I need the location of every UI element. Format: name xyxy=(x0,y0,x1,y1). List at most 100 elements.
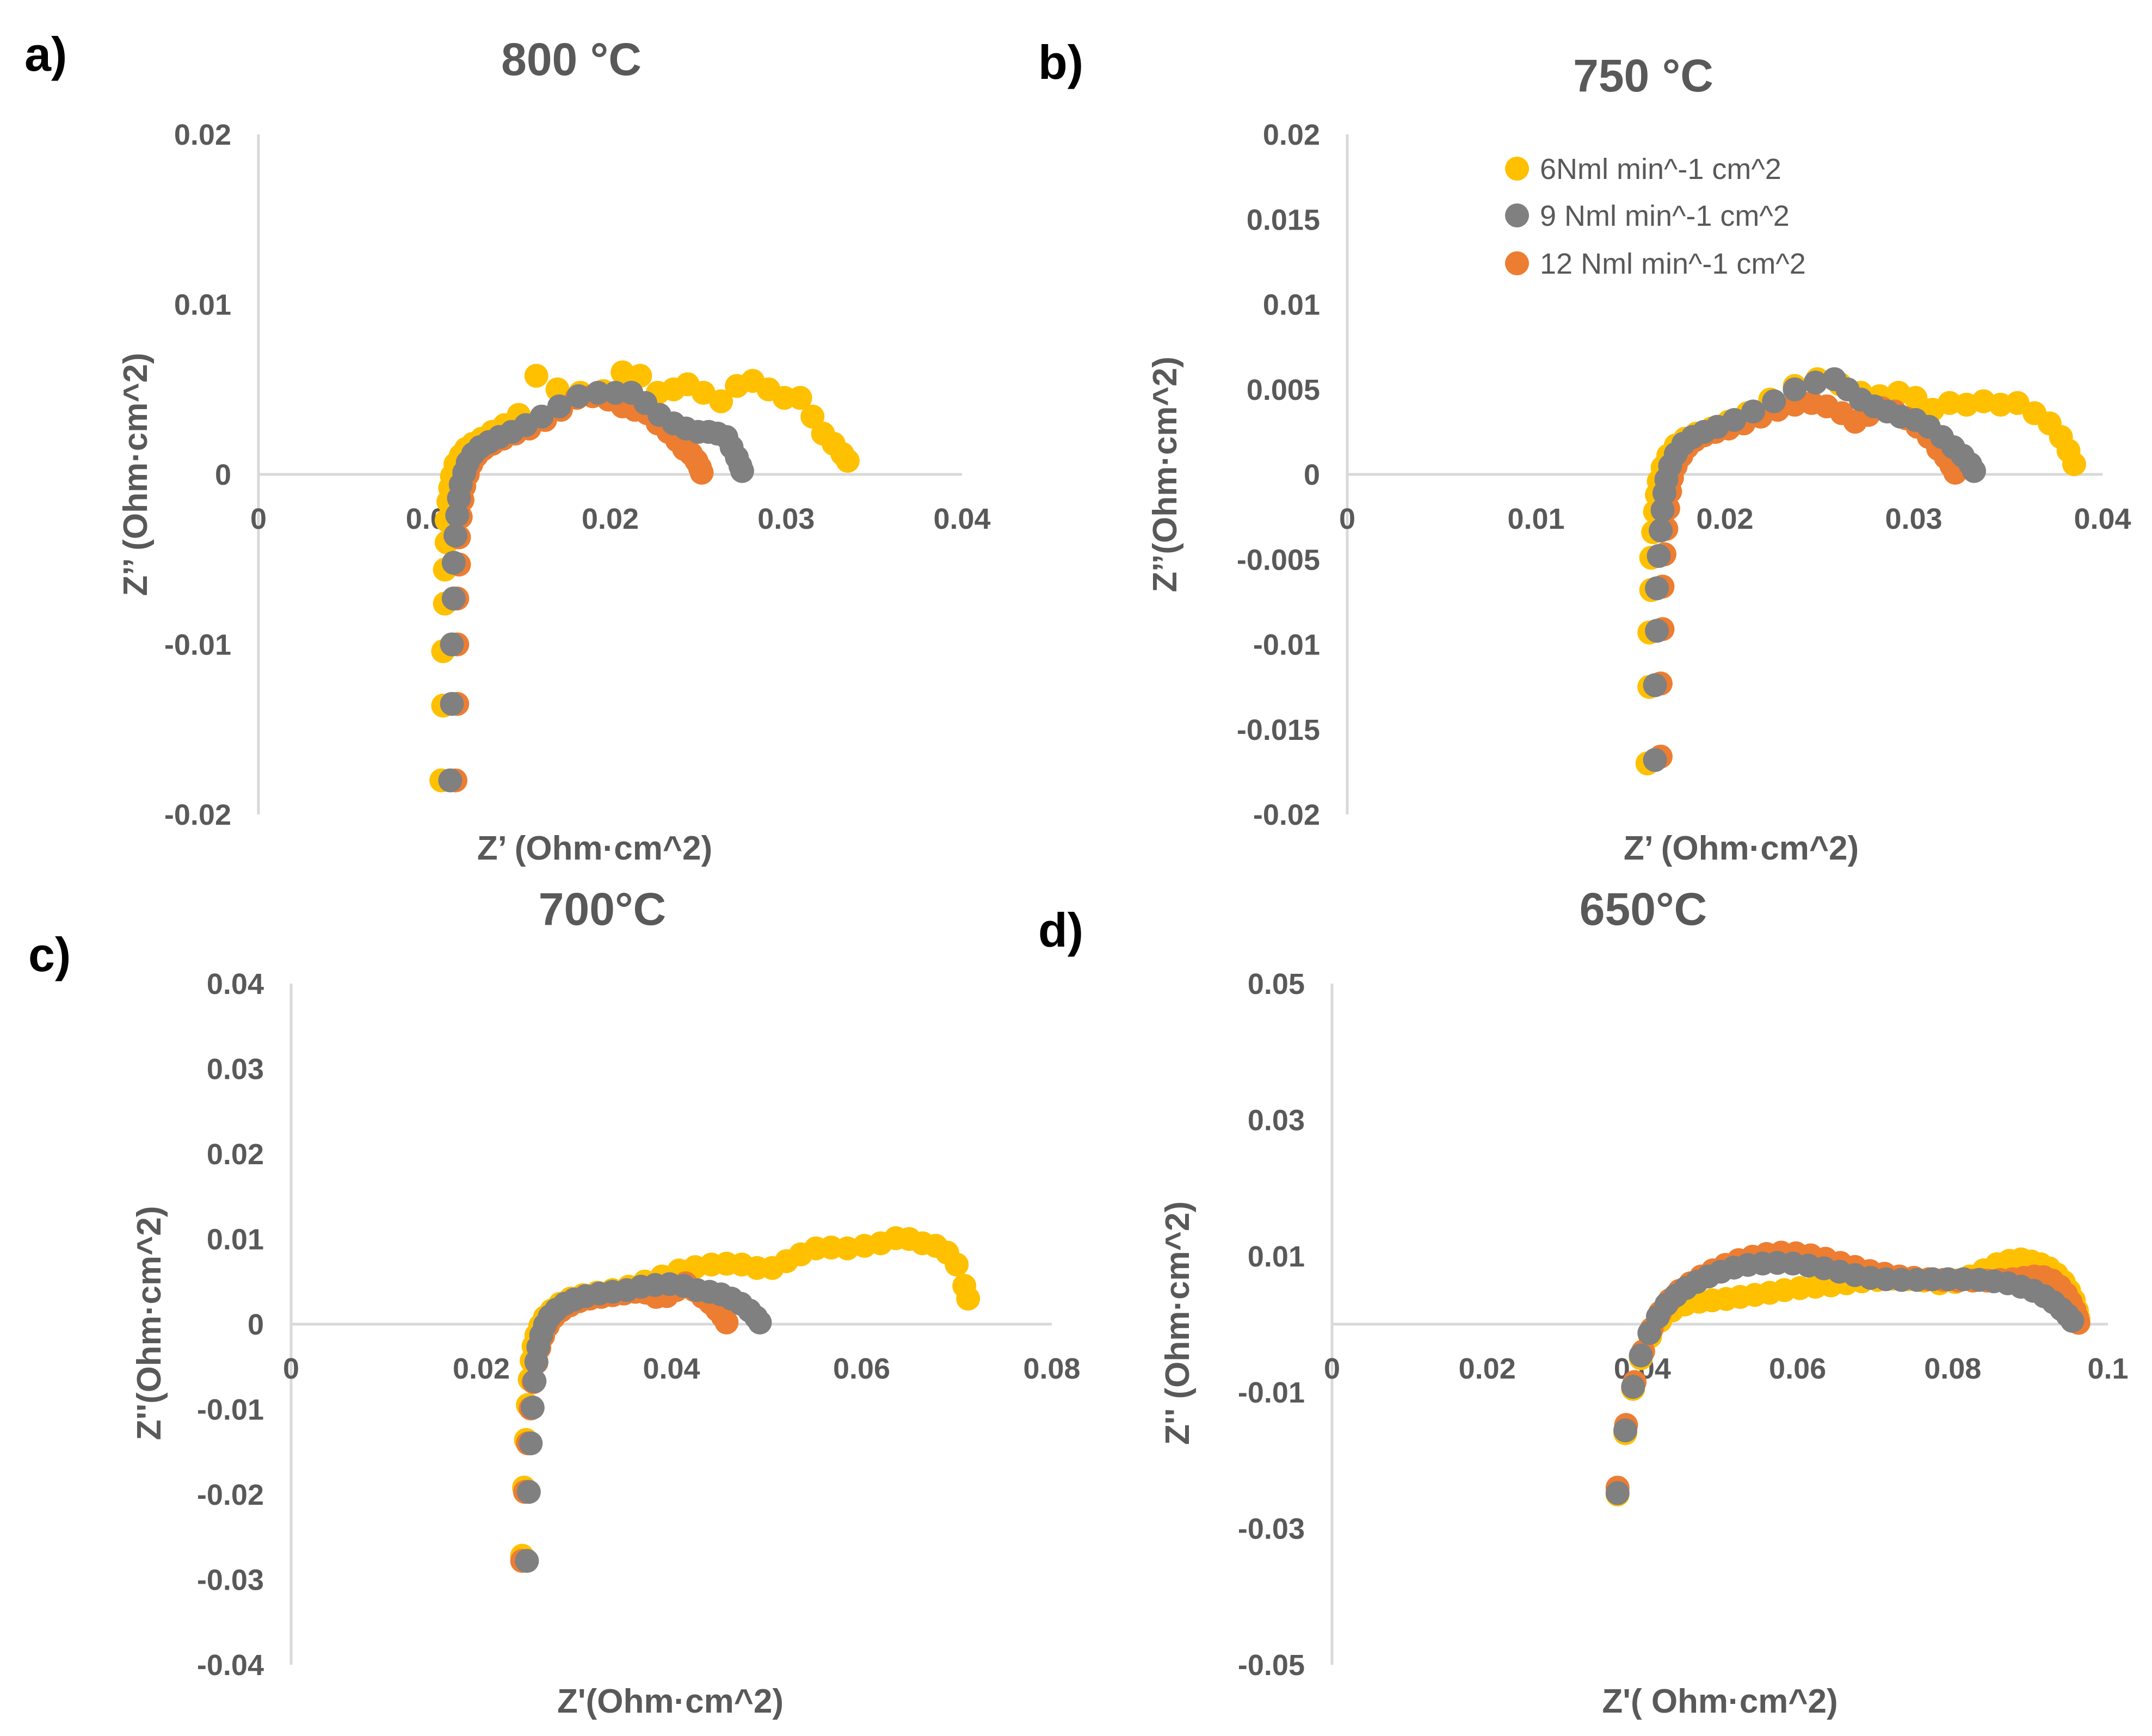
y-tick-label: 0.02 xyxy=(174,119,231,151)
x-tick-label: 0.02 xyxy=(582,503,639,535)
x-tick-label: 0 xyxy=(1339,503,1355,535)
data-point xyxy=(1647,544,1671,568)
x-axis-title: Z'(Ohm·cm^2) xyxy=(557,1683,784,1720)
legend-label-9nml: 9 Nml min^-1 cm^2 xyxy=(1540,200,1790,232)
x-tick-label: 0.01 xyxy=(1507,503,1564,535)
data-point xyxy=(730,459,754,483)
y-tick-label: 0.015 xyxy=(1247,203,1320,236)
data-point xyxy=(440,632,464,657)
data-point xyxy=(835,449,860,473)
y-axis-title: Z’’(Ohm·cm^2) xyxy=(1146,356,1184,592)
data-point xyxy=(516,1480,541,1504)
x-tick-label: 0.04 xyxy=(2074,503,2131,535)
x-tick-label: 0.08 xyxy=(1023,1352,1080,1385)
data-point xyxy=(529,404,554,429)
y-tick-label: 0 xyxy=(248,1308,264,1341)
y-tick-label: 0 xyxy=(215,459,231,491)
data-point xyxy=(956,1287,981,1311)
y-tick-label: -0.03 xyxy=(1238,1513,1305,1546)
y-tick-label: -0.01 xyxy=(197,1394,264,1426)
data-point xyxy=(441,551,466,575)
y-tick-label: -0.01 xyxy=(164,629,231,662)
data-point xyxy=(1645,576,1669,601)
data-point xyxy=(522,1369,547,1393)
y-tick-label: -0.03 xyxy=(197,1564,264,1597)
x-tick-label: 0.1 xyxy=(2087,1352,2128,1385)
x-tick-label: 0.03 xyxy=(757,503,815,535)
data-point xyxy=(585,381,610,405)
data-point xyxy=(1621,1375,1645,1399)
data-point xyxy=(519,1431,543,1456)
y-tick-label: -0.05 xyxy=(1238,1649,1305,1682)
x-tick-label: 0.08 xyxy=(1924,1352,1981,1385)
y-tick-label: 0.03 xyxy=(207,1053,264,1086)
x-tick-label: 0 xyxy=(250,503,267,535)
panel-label: b) xyxy=(1038,35,1083,89)
y-tick-label: -0.005 xyxy=(1237,543,1320,576)
y-tick-label: -0.02 xyxy=(164,799,231,831)
legend-label-6nml: 6Nml min^-1 cm^2 xyxy=(1540,153,1781,186)
y-tick-label: -0.01 xyxy=(1253,629,1320,662)
legend-marker-9nml xyxy=(1505,203,1529,227)
panel-d-650c: d)650°C00.020.040.060.080.10.050.030.01-… xyxy=(1038,884,2129,1720)
data-point xyxy=(1629,1343,1653,1368)
data-point xyxy=(2060,1308,2085,1333)
y-tick-label: 0.03 xyxy=(1248,1104,1305,1136)
data-point xyxy=(1643,673,1667,697)
y-tick-label: -0.04 xyxy=(197,1649,264,1682)
series-9-nml-min-1-cm-2 xyxy=(438,381,754,793)
panel-b-750c: b) 750 °C 0 0.01 0.02 0.03 0.04 0.02 0.015 0.01 0.… xyxy=(1038,35,2131,867)
data-point xyxy=(438,768,463,793)
x-tick-label: 0 xyxy=(1324,1352,1340,1385)
data-point xyxy=(788,386,812,410)
x-tick-label: 0.04 xyxy=(933,503,990,535)
data-point xyxy=(524,363,548,388)
y-tick-label: -0.02 xyxy=(197,1479,264,1511)
y-tick-label: 0.005 xyxy=(1247,374,1320,406)
x-axis-title: Z’ (Ohm·cm^2) xyxy=(477,830,712,867)
y-tick-label: 0 xyxy=(1304,459,1320,491)
series-9-nml-min-1-cm-2 xyxy=(1643,367,1987,772)
legend-marker-6nml xyxy=(1505,157,1529,181)
data-point xyxy=(520,1395,545,1420)
panel-title: 650°C xyxy=(1580,884,1707,935)
data-point xyxy=(1762,389,1786,413)
data-point xyxy=(689,460,714,485)
data-point xyxy=(1903,386,1928,410)
x-tick-label: 0.02 xyxy=(1459,1352,1516,1385)
y-tick-label: 0.01 xyxy=(207,1224,264,1256)
panel-c-700c: c) 700°C 0 0.02 0.04 0.06 0.08 0.04 0.03 0.02 0.01… xyxy=(28,884,1081,1720)
x-tick-label: 0.06 xyxy=(833,1352,890,1385)
y-axis-title: Z''(Ohm·cm^2) xyxy=(131,1206,168,1441)
x-tick-label: 0.02 xyxy=(1696,503,1753,535)
x-axis-title: Z’ (Ohm·cm^2) xyxy=(1624,830,1859,867)
y-tick-label: -0.01 xyxy=(1238,1376,1305,1409)
data-point xyxy=(1649,518,1673,543)
series-9-nml-min-1-cm-2 xyxy=(515,1272,772,1573)
data-point xyxy=(566,384,591,409)
legend-marker-12nml xyxy=(1505,251,1529,275)
data-point xyxy=(2062,452,2086,477)
series-9-nml-min-1-cm-2 xyxy=(1605,1251,2085,1505)
panel-a-800c: a) 800 °C0 0.01 0.02 0.03 0.040.020.010-0.01-… xyxy=(24,27,991,867)
y-tick-label: 0.05 xyxy=(1248,968,1305,1000)
y-axis-title: Z'' (Ohm·cm^2) xyxy=(1159,1201,1197,1445)
panel-label: c) xyxy=(28,928,71,981)
data-point xyxy=(945,1252,969,1277)
data-point xyxy=(443,523,468,548)
data-point xyxy=(1962,459,1987,483)
x-tick-label: 0.03 xyxy=(1885,503,1942,535)
data-point xyxy=(441,586,466,611)
y-tick-label: 0.02 xyxy=(207,1138,264,1171)
y-tick-label: 0.02 xyxy=(1263,119,1320,151)
data-point xyxy=(440,691,464,716)
x-tick-label: 0.06 xyxy=(1769,1352,1826,1385)
x-tick-label: 0.04 xyxy=(643,1352,700,1385)
data-point xyxy=(1741,399,1766,424)
y-tick-label: 0.01 xyxy=(1263,289,1320,322)
series-6nml-min-1-cm-2 xyxy=(429,360,860,793)
y-tick-label: -0.015 xyxy=(1237,714,1320,746)
y-tick-label: 0.04 xyxy=(207,968,264,1000)
data-point xyxy=(547,394,571,418)
